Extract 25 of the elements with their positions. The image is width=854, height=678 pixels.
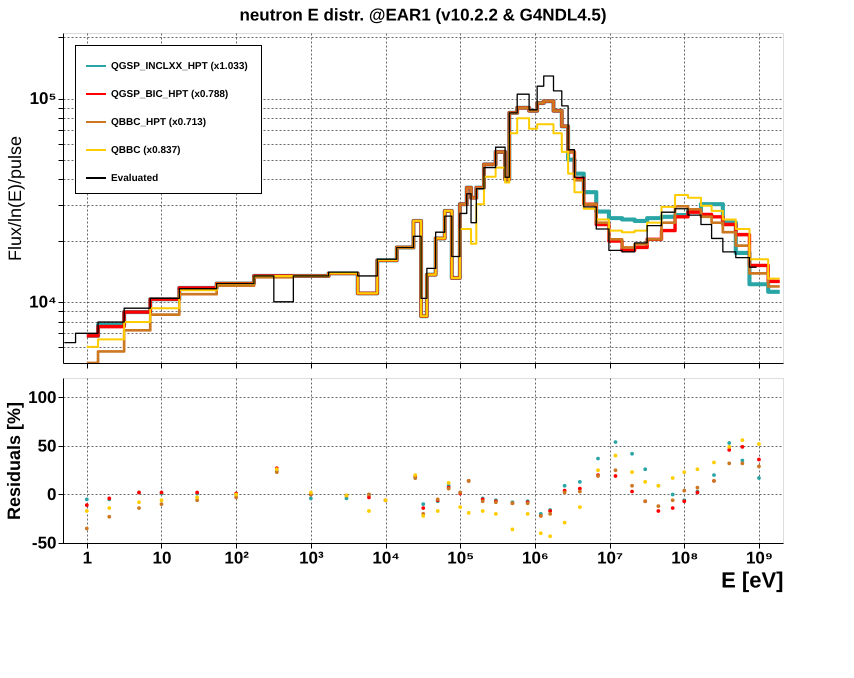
x-tick-label: 10⁴ <box>372 548 400 568</box>
y-axis-title: Residuals [%] <box>4 402 24 520</box>
legend-label: QGSP_INCLXX_HPT (x1.033) <box>111 61 248 72</box>
y-tick-label: 10⁴ <box>29 292 56 312</box>
y-tick-label: 50 <box>38 436 56 456</box>
x-axis-title: E [eV] <box>721 568 784 592</box>
x-tick-label: 10³ <box>299 548 324 568</box>
y-tick-label: 0 <box>47 484 56 504</box>
x-tick-label: 10⁷ <box>597 548 624 568</box>
legend-label: QBBC (x0.837) <box>111 145 180 156</box>
x-tick-label: 10⁶ <box>522 548 549 568</box>
legend-label: QBBC_HPT (x0.713) <box>111 117 206 128</box>
x-tick-label: 10 <box>152 548 172 568</box>
x-tick-label: 1 <box>82 548 92 568</box>
y-tick-label: -50 <box>32 534 56 552</box>
x-tick-label: 10⁵ <box>447 548 474 568</box>
y-tick-label: 100 <box>28 388 56 407</box>
chart-title: neutron E distr. @EAR1 (v10.2.2 & G4NDL4.5) <box>239 5 607 24</box>
y-axis-title: Flux/ln(E)/pulse <box>5 136 26 262</box>
legend-label: QGSP_BIC_HPT (x0.788) <box>111 89 228 100</box>
y-tick-label: 10⁵ <box>30 89 56 108</box>
legend-label: Evaluated <box>111 173 158 184</box>
x-tick-label: 10⁸ <box>671 548 698 568</box>
x-tick-label: 10² <box>224 548 250 568</box>
x-tick-label: 10⁹ <box>746 548 773 568</box>
